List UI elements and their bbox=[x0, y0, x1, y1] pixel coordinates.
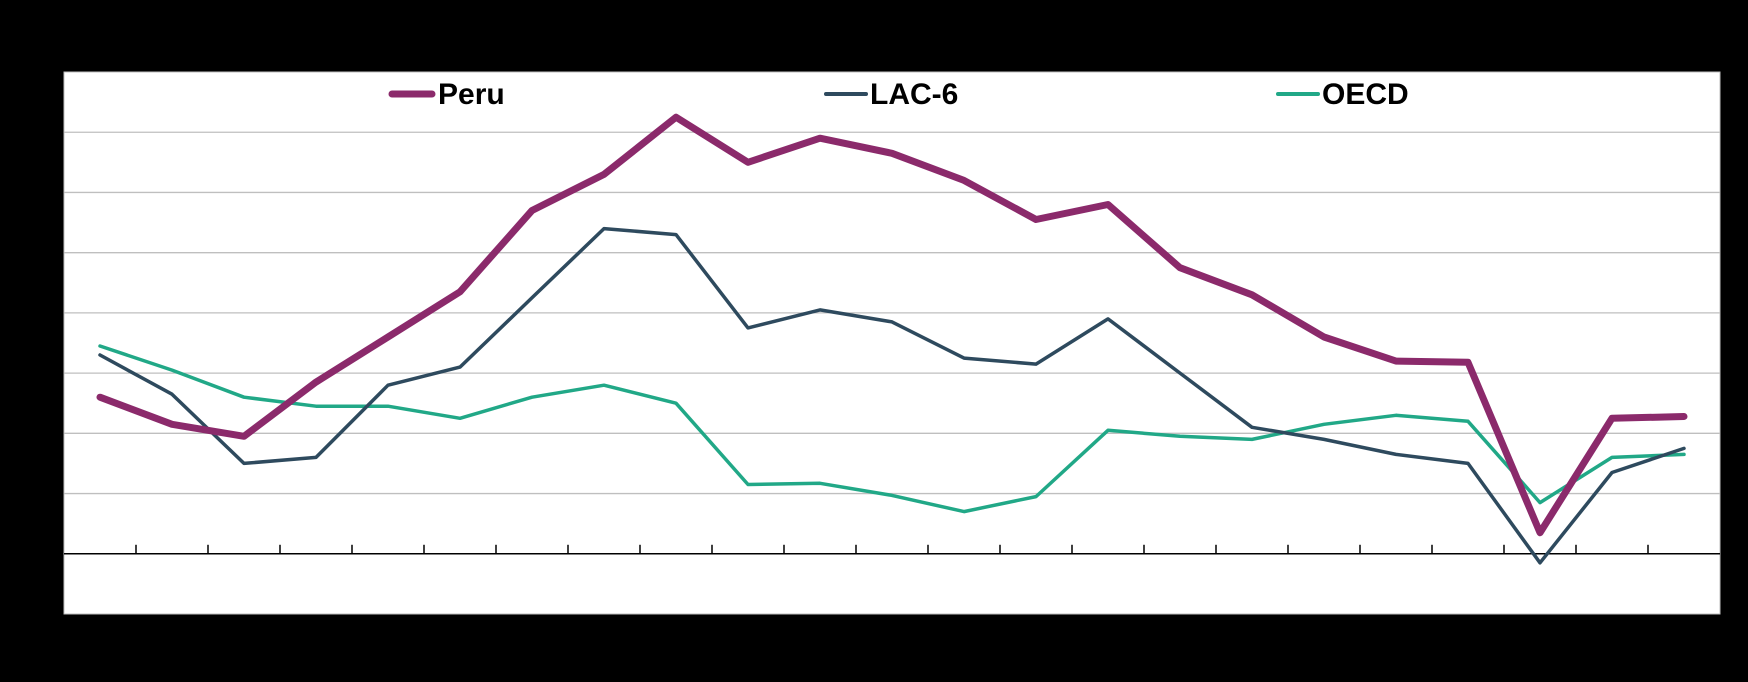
series-line-peru bbox=[96, 113, 1688, 537]
legend-item-lac-6: LAC-6 bbox=[824, 78, 958, 111]
legend-label-oecd: OECD bbox=[1322, 78, 1409, 111]
series-lines bbox=[96, 113, 1688, 565]
legend-item-oecd: OECD bbox=[1276, 78, 1409, 111]
legend-label-lac-6: LAC-6 bbox=[870, 78, 958, 111]
plot-area bbox=[63, 71, 1721, 615]
legend: Peru LAC-6 OECD bbox=[388, 78, 1409, 111]
series-line-oecd bbox=[98, 344, 1686, 514]
series-line-lac-6 bbox=[98, 226, 1686, 565]
legend-label-peru: Peru bbox=[438, 78, 505, 111]
x-axis bbox=[64, 544, 1720, 555]
legend-item-peru: Peru bbox=[388, 78, 505, 111]
